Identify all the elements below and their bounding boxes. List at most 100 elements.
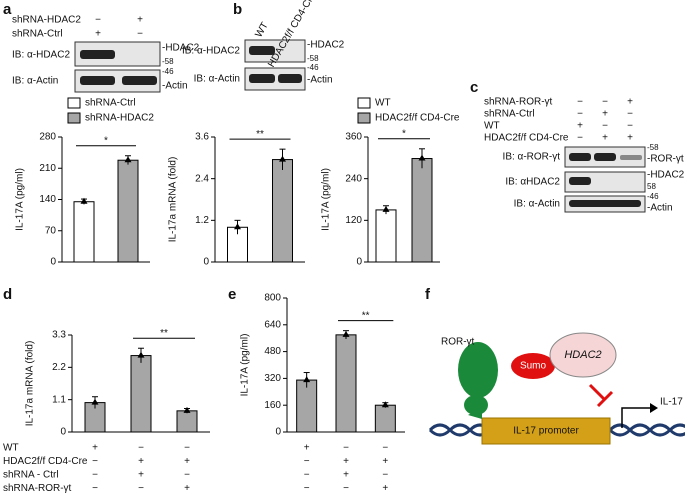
y-tick-label: 480 [264,346,281,357]
point [80,197,88,204]
blot-row-label: IB: α-Actin [194,74,240,85]
blot-row-label: IB: αHDAC2 [505,177,560,188]
y-tick-label: 280 [39,132,56,143]
bar [296,379,318,433]
blot-row-label: IB: α-ROR-γt [503,152,561,163]
y-tick-label: 1.1 [52,394,66,405]
band [80,76,115,85]
condition-mark: − [184,443,190,454]
blot [74,69,161,93]
promoter-box [481,417,611,445]
bar [411,158,433,263]
y-axis-label: IL-17A (pg/ml) [321,168,332,231]
condition-mark: + [602,109,608,120]
inhibition [596,390,614,408]
y-tick-label: 0 [60,427,66,438]
protein [464,395,488,415]
condition-mark: − [627,109,633,120]
condition-mark: − [137,29,143,40]
condition-label: shRNA - Ctrl [3,470,59,481]
condition-mark: + [343,456,349,467]
blot-row-label: IB: α-HDAC2 [182,46,240,57]
condition-mark: + [627,97,633,108]
bar [73,201,95,263]
blot-marker: -HDAC2 [307,40,345,51]
condition-mark: − [138,443,144,454]
blot-marker: -HDAC2 [647,170,685,181]
y-tick-label: 0 [203,257,209,268]
bar [335,334,357,433]
y-axis-label: IL-17a mRNA (fold) [168,157,179,243]
bar [374,404,396,433]
point [342,330,350,337]
blot-marker: -58 [307,54,319,63]
panel-letter: f [425,286,431,303]
condition-mark: − [602,121,608,132]
condition-mark: + [184,456,190,467]
promoter-label: IL-17 promoter [513,426,579,437]
y-tick-label: 360 [345,132,362,143]
blot-marker: -58 [647,143,659,152]
condition-label: WT [3,443,19,454]
hdac-label: HDAC2 [564,349,601,361]
blot-marker: 58 [647,182,656,191]
point [303,376,311,383]
y-tick-label: 0 [275,427,281,438]
condition-mark: + [602,133,608,144]
condition-label: shRNA-ROR-γt [3,483,72,494]
bar [375,209,397,263]
panel-letter: b [233,1,242,18]
legend-swatch [67,97,81,109]
band [569,153,591,161]
panel-letter: e [228,286,236,303]
blot-row-label: IB: α-HDAC2 [12,50,70,61]
legend-label: shRNA-Ctrl [85,98,136,109]
y-tick-label: 3.6 [195,132,209,143]
condition-mark: − [577,133,583,144]
bar [130,355,152,433]
condition-label: shRNA-ROR-γt [484,97,553,108]
condition-mark: + [382,483,388,494]
y-axis-label: IL-17A (pg/ml) [240,334,251,397]
blot-marker: -46 [307,63,319,72]
y-tick-label: 240 [345,173,362,184]
panel-letter: d [3,286,12,303]
band [569,200,641,207]
y-tick-label: 3.3 [52,330,66,341]
sumo-shape [511,353,555,379]
condition-mark: − [382,470,388,481]
condition-label: shRNA-HDAC2 [12,15,81,26]
point [382,205,390,212]
legend-label: shRNA-HDAC2 [85,113,154,124]
blot-marker: -Actin [307,75,333,86]
point [124,156,132,163]
panel-letter: a [3,1,12,18]
condition-mark: + [95,29,101,40]
y-tick-label: 2.2 [52,362,66,373]
bar [176,410,198,433]
y-tick-label: 2.4 [195,173,209,184]
condition-mark: − [184,470,190,481]
condition-mark: + [138,470,144,481]
significance-label: ** [362,310,370,321]
y-tick-label: 1.2 [195,215,209,226]
blot-marker: -Actin [647,203,673,214]
point [183,406,191,413]
legend-swatch [357,97,371,109]
condition-mark: + [137,15,143,26]
y-tick-label: 640 [264,319,281,330]
condition-mark: − [577,109,583,120]
inhibition [588,383,607,402]
band [620,155,642,160]
blot-marker: -46 [647,192,659,201]
condition-mark: + [138,456,144,467]
hdac-shape [549,332,617,378]
legend-swatch [67,112,81,124]
band [569,177,591,185]
blot-marker: -HDAC2 [162,43,200,54]
condition-mark: − [382,443,388,454]
condition-mark: − [343,443,349,454]
blot-marker: -46 [162,67,174,76]
band [80,50,115,59]
